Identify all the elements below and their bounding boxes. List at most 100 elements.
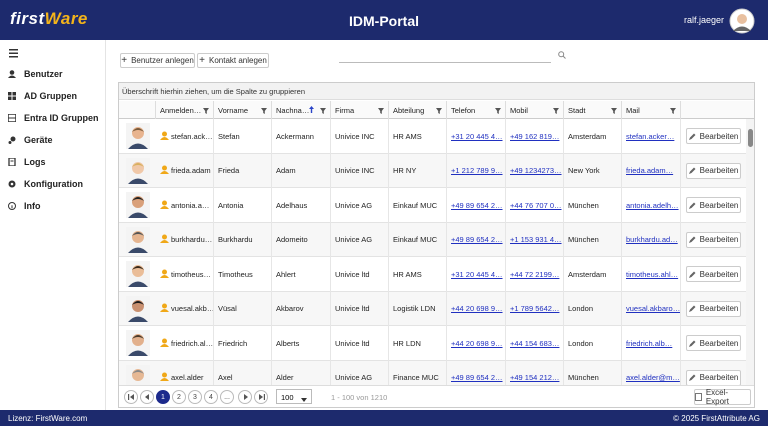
- column-header[interactable]: Anmelden…: [156, 101, 214, 119]
- table-row[interactable]: [119, 119, 746, 154]
- cell-text[interactable]: frieda.adam…: [626, 166, 674, 176]
- nav-item[interactable]: Entra ID Gruppen: [8, 113, 99, 123]
- table-row[interactable]: [119, 291, 746, 326]
- table-cell[interactable]: burkhardu.ad…: [622, 222, 681, 257]
- search-input[interactable]: [339, 62, 551, 63]
- edit-button[interactable]: Bearbeiten: [686, 231, 741, 248]
- table-cell[interactable]: stefan.acker…: [622, 119, 681, 154]
- page-button[interactable]: 2: [172, 390, 186, 404]
- cell-text[interactable]: +44 20 698 9…: [451, 304, 503, 314]
- cell-text[interactable]: vuesal.akbaro…: [626, 304, 681, 314]
- table-cell[interactable]: friedrich.alb…: [622, 326, 681, 361]
- toolbar-button[interactable]: + Kontakt anlegen: [197, 53, 269, 68]
- table-cell[interactable]: +49 89 654 2…: [447, 360, 506, 395]
- edit-button[interactable]: Bearbeiten: [686, 162, 741, 179]
- edit-button[interactable]: Bearbeiten: [686, 369, 741, 386]
- edit-button[interactable]: Bearbeiten: [686, 197, 741, 213]
- nav-item[interactable]: Geräte: [8, 135, 53, 145]
- table-cell[interactable]: vuesal.akbaro…: [622, 291, 681, 326]
- column-header[interactable]: Nachna…: [272, 101, 331, 119]
- page-button[interactable]: 1: [156, 390, 170, 404]
- column-header[interactable]: Mail: [622, 101, 681, 119]
- table-cell[interactable]: +44 20 698 9…: [447, 291, 506, 326]
- cell-text[interactable]: friedrich.alb…: [626, 338, 673, 348]
- table-cell[interactable]: +49 89 654 2…: [447, 188, 506, 223]
- page-button[interactable]: 3: [188, 390, 202, 404]
- table-row[interactable]: [119, 188, 746, 223]
- cell-text[interactable]: +1 153 931 4…: [510, 235, 562, 245]
- cell-text[interactable]: +49 89 654 2…: [451, 235, 503, 245]
- cell-text[interactable]: +44 154 683…: [510, 338, 560, 348]
- table-row[interactable]: [119, 326, 746, 361]
- edit-button[interactable]: Bearbeiten: [686, 335, 741, 351]
- cell-text[interactable]: +31 20 445 4…: [451, 131, 503, 141]
- toolbar-button[interactable]: + Benutzer anlegen: [120, 53, 195, 68]
- logo[interactable]: firstWare: [10, 9, 88, 29]
- menu-toggle[interactable]: [9, 49, 19, 58]
- cell-text[interactable]: +44 76 707 0…: [510, 200, 562, 210]
- export-button[interactable]: Excel-Export: [694, 388, 751, 406]
- page-size-select[interactable]: 100: [276, 389, 312, 404]
- page-button[interactable]: 4: [204, 390, 218, 404]
- table-cell[interactable]: +49 1234273…: [506, 153, 564, 188]
- cell-text[interactable]: +1 212 789 9…: [451, 166, 503, 176]
- cell-text[interactable]: +49 162 819…: [510, 131, 560, 141]
- table-row[interactable]: [119, 257, 746, 292]
- column-header[interactable]: Abteilung: [389, 101, 447, 119]
- filter-icon[interactable]: [320, 107, 326, 116]
- table-cell[interactable]: +44 76 707 0…: [506, 188, 564, 223]
- table-cell[interactable]: +49 89 654 2…: [447, 222, 506, 257]
- table-cell[interactable]: +49 162 819…: [506, 119, 564, 154]
- user-avatar[interactable]: [729, 8, 755, 34]
- table-cell[interactable]: frieda.adam…: [622, 153, 681, 188]
- search-icon[interactable]: [558, 51, 566, 59]
- nav-item[interactable]: Konfiguration: [8, 179, 83, 189]
- column-header[interactable]: Telefon: [447, 101, 506, 119]
- scroll-thumb[interactable]: [748, 129, 753, 147]
- column-header[interactable]: Vorname: [214, 101, 272, 119]
- filter-icon[interactable]: [203, 107, 209, 116]
- column-header[interactable]: Firma: [331, 101, 389, 119]
- filter-icon[interactable]: [553, 107, 559, 116]
- table-cell[interactable]: +44 154 683…: [506, 326, 564, 361]
- filter-icon[interactable]: [611, 107, 617, 116]
- cell-text[interactable]: +1 789 5642…: [510, 304, 560, 314]
- pager-nav[interactable]: [140, 390, 154, 404]
- table-cell[interactable]: +1 212 789 9…: [447, 153, 506, 188]
- table-row[interactable]: [119, 153, 746, 188]
- table-cell[interactable]: +1 153 931 4…: [506, 222, 564, 257]
- cell-text[interactable]: +49 89 654 2…: [451, 200, 503, 210]
- pager-nav[interactable]: [254, 390, 268, 404]
- filter-icon[interactable]: [495, 107, 501, 116]
- edit-button[interactable]: Bearbeiten: [686, 128, 741, 144]
- pager-nav[interactable]: [124, 390, 138, 404]
- cell-text[interactable]: +49 154 212…: [510, 373, 560, 383]
- cell-text[interactable]: burkhardu.ad…: [626, 235, 678, 245]
- cell-text[interactable]: +44 72 2199…: [510, 269, 560, 279]
- table-row[interactable]: [119, 222, 746, 257]
- table-cell[interactable]: antonia.adelh…: [622, 188, 681, 223]
- table-cell[interactable]: +44 72 2199…: [506, 257, 564, 292]
- cell-text[interactable]: +49 89 654 2…: [451, 373, 503, 383]
- edit-button[interactable]: Bearbeiten: [686, 266, 741, 282]
- column-header[interactable]: Mobil: [506, 101, 564, 119]
- nav-item[interactable]: Logs: [8, 157, 46, 167]
- nav-item[interactable]: Info: [8, 201, 41, 211]
- user-name[interactable]: ralf.jaeger: [683, 15, 724, 25]
- cell-text[interactable]: antonia.adelh…: [626, 200, 679, 210]
- table-cell[interactable]: timotheus.ahl…: [622, 257, 681, 292]
- column-header[interactable]: Stadt: [564, 101, 622, 119]
- table-cell[interactable]: +31 20 445 4…: [447, 119, 506, 154]
- nav-item[interactable]: AD Gruppen: [8, 91, 77, 101]
- filter-icon[interactable]: [261, 107, 267, 116]
- cell-text[interactable]: stefan.acker…: [626, 131, 675, 141]
- nav-item[interactable]: Benutzer: [8, 69, 63, 79]
- cell-text[interactable]: axel.alder@m…: [626, 373, 680, 383]
- cell-text[interactable]: +44 20 698 9…: [451, 338, 503, 348]
- table-cell[interactable]: axel.alder@m…: [622, 360, 681, 395]
- table-cell[interactable]: +44 20 698 9…: [447, 326, 506, 361]
- cell-text[interactable]: +31 20 445 4…: [451, 269, 503, 279]
- filter-icon[interactable]: [670, 107, 676, 116]
- pager-nav[interactable]: [238, 390, 252, 404]
- filter-icon[interactable]: [436, 107, 442, 116]
